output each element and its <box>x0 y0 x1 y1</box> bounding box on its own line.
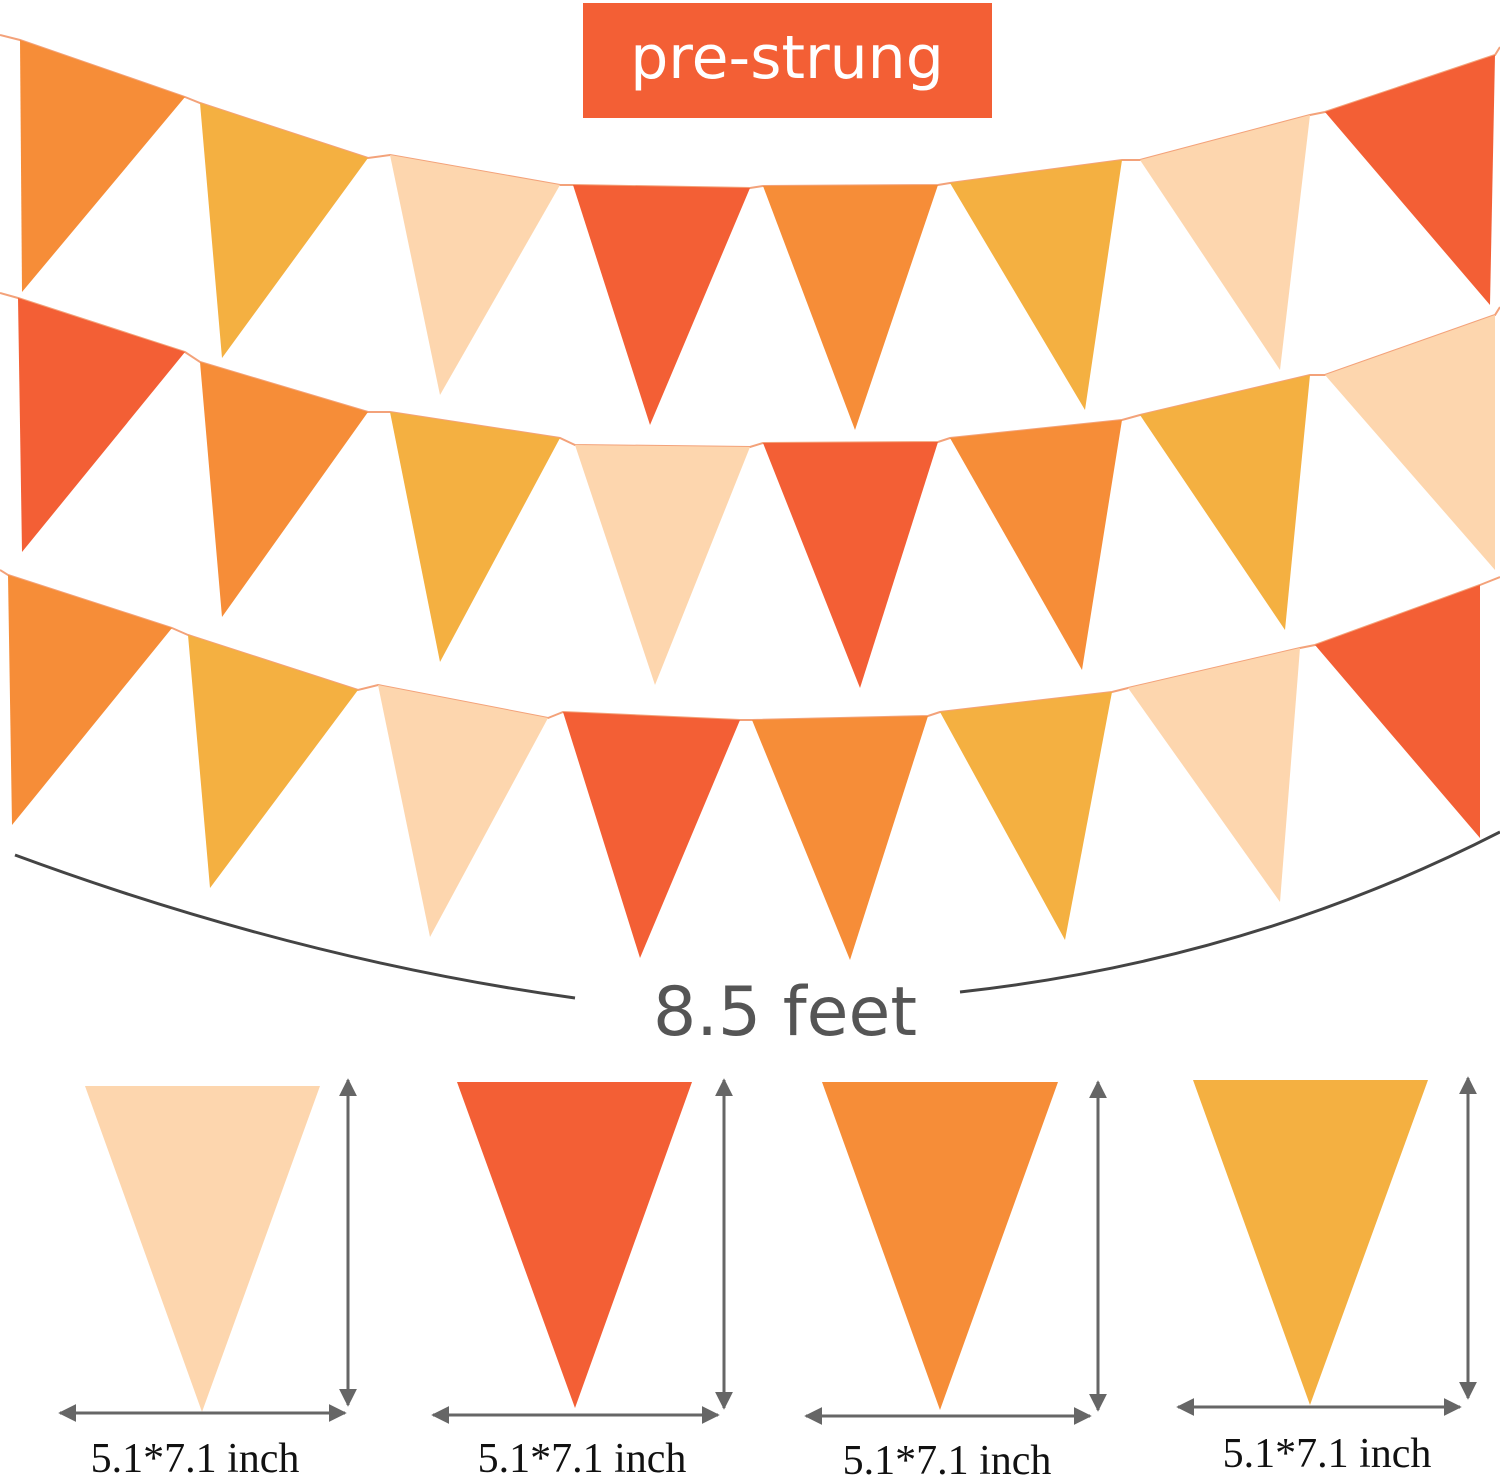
pennant <box>950 420 1122 670</box>
sample-pennant <box>85 1086 320 1412</box>
string <box>0 292 1500 449</box>
pennant <box>8 575 172 825</box>
pennant <box>390 412 560 662</box>
pennant <box>1325 315 1495 570</box>
pennant <box>378 685 548 937</box>
pennant <box>1140 375 1310 630</box>
size-label: 5.1*7.1 inch <box>91 1436 300 1478</box>
pennant <box>563 712 740 958</box>
pennant <box>200 103 368 358</box>
string <box>0 569 1500 721</box>
size-samples: 5.1*7.1 inch 5.1*7.1 inch 5.1*7.1 inch 5.1*… <box>58 1076 1477 1478</box>
pennant <box>18 298 185 552</box>
bunting <box>0 34 1500 960</box>
size-label: 5.1*7.1 inch <box>478 1436 687 1478</box>
size-label: 5.1*7.1 inch <box>843 1438 1052 1478</box>
size-label: 5.1*7.1 inch <box>1223 1431 1432 1477</box>
pennant <box>390 155 560 395</box>
pennant <box>573 185 750 425</box>
string <box>0 34 1500 190</box>
pennant <box>763 185 938 430</box>
pennant <box>200 362 368 617</box>
sample-pennant <box>822 1082 1058 1410</box>
pennant <box>940 692 1112 940</box>
pennant <box>1315 585 1480 838</box>
pennant <box>752 716 928 960</box>
badge-text: pre-strung <box>630 23 944 93</box>
pennant <box>575 445 750 685</box>
sample-pennant <box>457 1082 692 1408</box>
pennant <box>763 442 938 688</box>
pennant <box>1325 55 1495 305</box>
length-label: 8.5 feet <box>653 973 917 1052</box>
pennant <box>1140 115 1310 370</box>
length-arc <box>959 830 1500 994</box>
pennant <box>188 635 358 888</box>
pennant <box>20 40 185 292</box>
pennant <box>950 160 1122 410</box>
sample-pennant <box>1193 1080 1428 1405</box>
length-arc <box>14 853 576 1000</box>
pennant <box>1128 648 1300 902</box>
badge-bg <box>583 3 992 118</box>
